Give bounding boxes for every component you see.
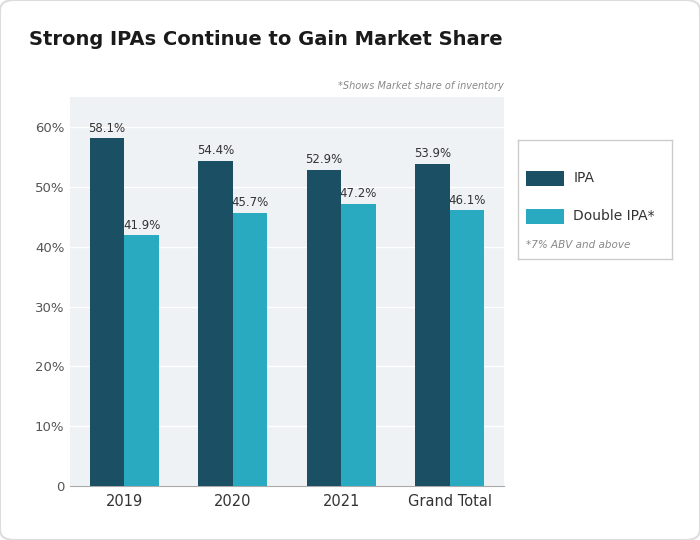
Text: 46.1%: 46.1%: [448, 194, 486, 207]
Text: *Shows Market share of inventory: *Shows Market share of inventory: [338, 82, 504, 91]
FancyBboxPatch shape: [526, 210, 564, 224]
Bar: [198, 160, 233, 486]
Bar: [90, 138, 125, 486]
Text: *7% ABV and above: *7% ABV and above: [526, 240, 630, 249]
Text: Double IPA*: Double IPA*: [573, 210, 655, 224]
Bar: [449, 210, 484, 486]
Text: 58.1%: 58.1%: [88, 122, 125, 135]
Bar: [307, 170, 341, 486]
Text: 47.2%: 47.2%: [340, 187, 377, 200]
Text: 53.9%: 53.9%: [414, 147, 451, 160]
Bar: [415, 164, 449, 486]
Text: 54.4%: 54.4%: [197, 144, 234, 157]
Bar: [341, 204, 376, 486]
Text: 41.9%: 41.9%: [123, 219, 160, 232]
Bar: [125, 235, 159, 486]
Text: 45.7%: 45.7%: [232, 196, 269, 209]
FancyBboxPatch shape: [526, 171, 564, 186]
Text: IPA: IPA: [573, 171, 594, 185]
Text: Strong IPAs Continue to Gain Market Share: Strong IPAs Continue to Gain Market Shar…: [29, 30, 503, 49]
Text: 52.9%: 52.9%: [305, 153, 342, 166]
Bar: [233, 213, 267, 486]
